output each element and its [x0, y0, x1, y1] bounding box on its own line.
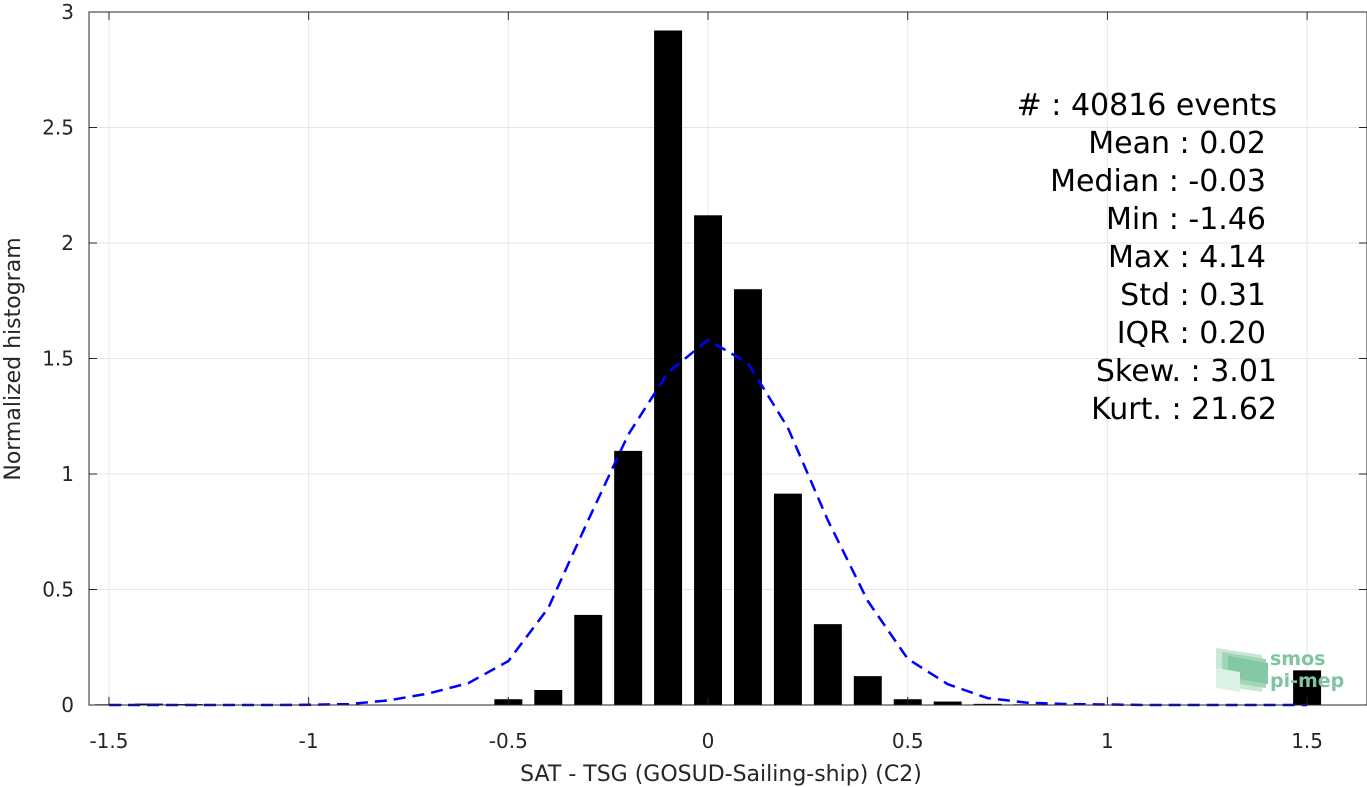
y-tick-label-4: 2 [61, 231, 74, 255]
logo-line-1: smos [1270, 648, 1325, 670]
x-tick-label-3: 0 [702, 729, 715, 753]
y-tick-label-3: 1.5 [42, 347, 74, 371]
y-tick-label-6: 3 [61, 0, 74, 24]
stats-line-6: IQR : 0.20 [1117, 316, 1266, 351]
x-tick-label-2: -0.5 [489, 729, 528, 753]
stats-line-7: Skew. : 3.01 [1096, 354, 1277, 389]
histogram-bar-10 [773, 493, 802, 705]
logo-mark-icon [1216, 648, 1268, 692]
histogram-bar-11 [813, 624, 842, 705]
stats-line-2: Median : -0.03 [1050, 164, 1266, 199]
axes [88, 11, 1367, 706]
histogram-bar-9 [733, 289, 762, 705]
histogram-bar-14 [933, 701, 962, 705]
histogram-bar-12 [853, 676, 882, 705]
histogram-bar-5 [574, 614, 603, 705]
histogram-bar-4 [534, 689, 563, 705]
y-tick-label-1: 0.5 [42, 578, 74, 602]
histogram-bar-15 [973, 703, 1002, 705]
y-tick-label-5: 2.5 [42, 116, 74, 140]
stats-line-4: Max : 4.14 [1108, 240, 1266, 275]
logo-line-2: pi-mep [1270, 670, 1344, 692]
tick-labels: -1.5 -1 -0.5 0 0.5 1 1.5 0 0.5 1 1.5 2 2.5 3 [42, 0, 1323, 753]
x-tick-label-5: 1 [1101, 729, 1114, 753]
y-tick-label-2: 1 [61, 462, 74, 486]
y-tick-label-0: 0 [61, 693, 74, 717]
y-axis-label: Normalized histogram [1, 237, 26, 480]
x-tick-label-4: 0.5 [892, 729, 924, 753]
smos-pimep-logo: smos pi-mep [1216, 648, 1344, 692]
histogram-bar-7 [654, 30, 683, 706]
stats-line-8: Kurt. : 21.62 [1091, 392, 1277, 427]
histogram-bar-6 [614, 450, 643, 705]
stats-line-1: Mean : 0.02 [1088, 126, 1266, 161]
stats-line-5: Std : 0.31 [1120, 278, 1266, 313]
x-tick-label-6: 1.5 [1291, 729, 1323, 753]
histogram-bar-8 [694, 215, 723, 705]
stats-line-0: # : 40816 events [1017, 88, 1277, 123]
histogram-bars [94, 30, 1322, 706]
x-tick-label-0: -1.5 [89, 729, 128, 753]
x-axis-label: SAT - TSG (GOSUD-Sailing-ship) (C2) [520, 762, 922, 787]
stats-line-3: Min : -1.46 [1106, 202, 1266, 237]
x-tick-label-1: -1 [299, 729, 319, 753]
